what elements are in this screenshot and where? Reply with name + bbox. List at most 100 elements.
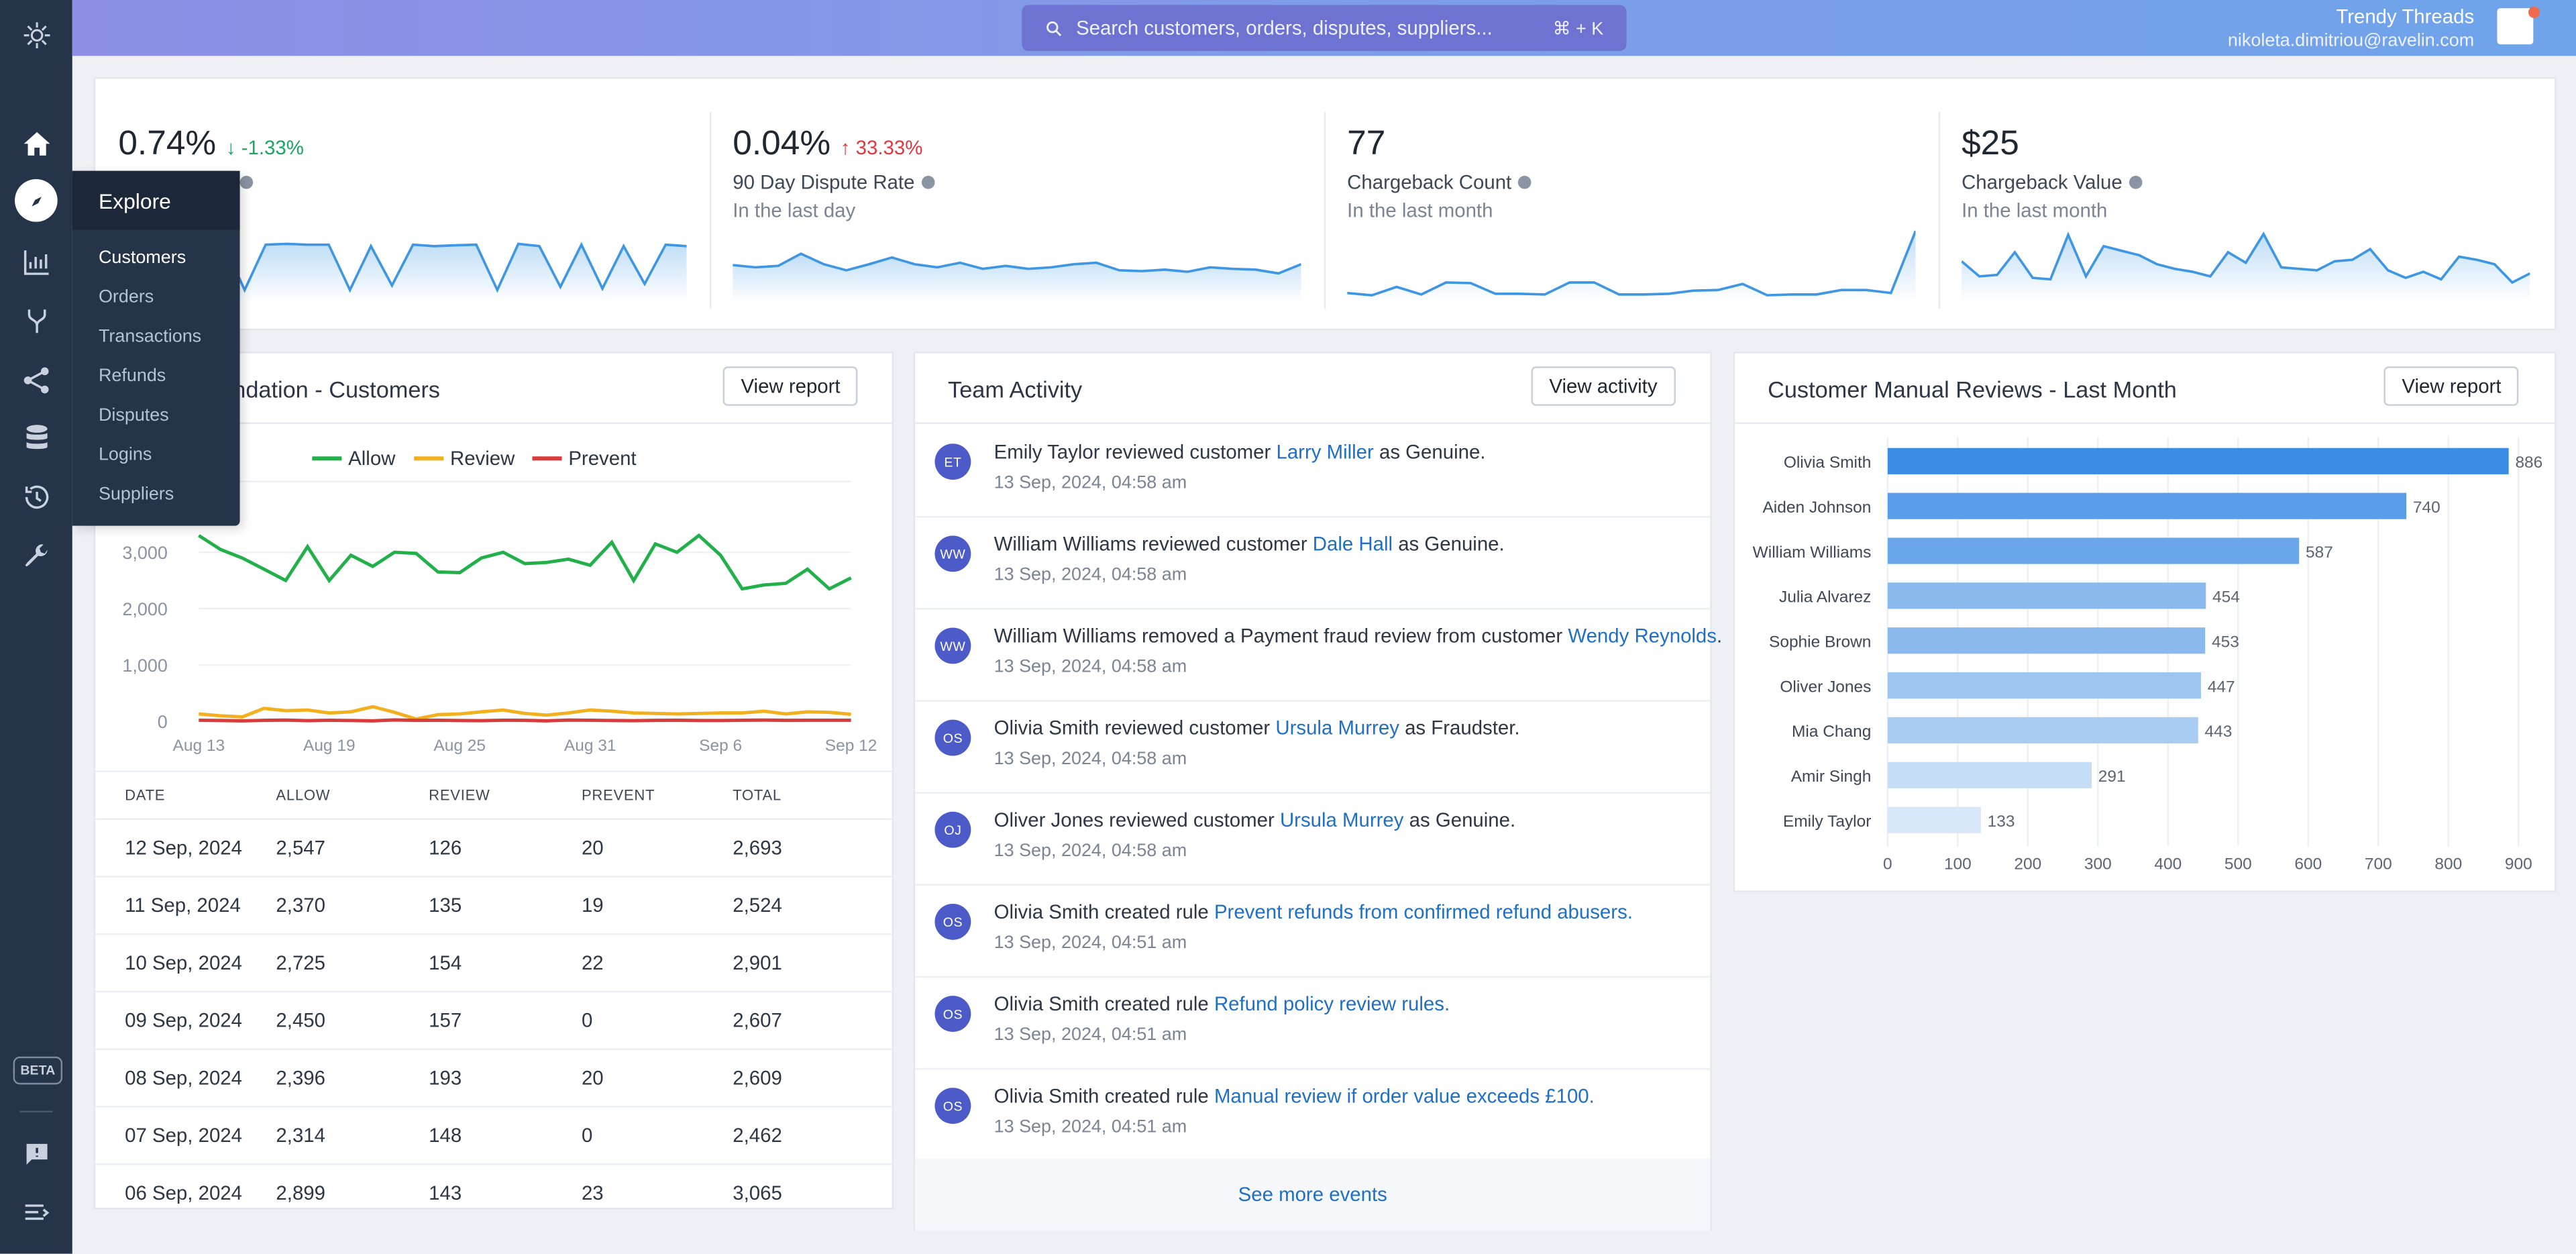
logo-icon[interactable] [16, 15, 56, 54]
see-more-events-link[interactable]: See more events [915, 1158, 1711, 1231]
bar[interactable] [1887, 627, 2206, 654]
kpi-label: 90 Day Dispute Rate [733, 171, 934, 194]
activity-timestamp: 13 Sep, 2024, 04:58 am [994, 473, 1187, 493]
kpi-value: 0.04% ↑ 33.33% [733, 125, 922, 164]
explore-item-logins[interactable]: Logins [98, 445, 152, 466]
y-tick-label: 2,000 [122, 599, 167, 619]
search-shortcut: ⌘ + K [1552, 19, 1604, 39]
kpi-value: $25 [1962, 125, 2019, 164]
wrench-icon[interactable] [16, 535, 56, 575]
explore-item-orders[interactable]: Orders [98, 287, 154, 307]
legend-item-allow[interactable]: Allow [312, 448, 396, 470]
bar[interactable] [1887, 492, 2407, 519]
bar[interactable] [1887, 537, 2300, 564]
activity-item: ET Emily Taylor reviewed customer Larry M… [915, 424, 1711, 518]
column-header[interactable]: PREVENT [581, 787, 655, 804]
activity-text: William Williams removed a Payment fraud… [994, 625, 1723, 647]
bar-value-label: 587 [2306, 543, 2333, 562]
table-row[interactable]: 12 Sep, 2024 2,547 126 20 2,693 [95, 818, 892, 876]
explore-item-disputes[interactable]: Disputes [98, 405, 169, 426]
activity-link[interactable]: Ursula Murrey [1275, 716, 1399, 740]
activity-link[interactable]: Prevent refunds from confirmed refund ab… [1214, 900, 1633, 924]
table-cell: 2,314 [276, 1124, 325, 1147]
bar-category-label: Mia Chang [1792, 723, 1871, 741]
view-report-button[interactable]: View report [722, 366, 859, 406]
history-icon[interactable] [16, 476, 56, 516]
table-row[interactable]: 10 Sep, 2024 2,725 154 22 2,901 [95, 933, 892, 991]
activity-text-prefix: Olivia Smith created rule [994, 992, 1214, 1016]
kpi-value-text: $25 [1962, 125, 2019, 163]
column-header[interactable]: REVIEW [429, 787, 490, 804]
arrow-down-icon: ↓ [225, 136, 241, 160]
table-cell: 2,607 [733, 1008, 782, 1032]
column-header[interactable]: ALLOW [276, 787, 331, 804]
info-icon[interactable] [239, 175, 254, 189]
table-cell: 2,396 [276, 1066, 325, 1090]
branch-icon[interactable] [16, 301, 56, 340]
activity-text-suffix: as Genuine. [1393, 532, 1505, 556]
series-line-review [199, 704, 851, 721]
x-tick-label: 900 [2505, 855, 2532, 874]
info-icon[interactable] [1518, 175, 1532, 189]
info-icon[interactable] [2129, 175, 2143, 189]
kpi-value: 0.74% ↓ -1.33% [118, 125, 304, 164]
sparkline-area [1962, 233, 2530, 303]
view-activity-button[interactable]: View activity [1531, 366, 1676, 406]
feedback-icon[interactable] [16, 1134, 56, 1173]
table-row[interactable]: 09 Sep, 2024 2,450 157 0 2,607 [95, 990, 892, 1049]
activity-link[interactable]: Refund policy review rules. [1214, 992, 1450, 1016]
bar[interactable] [1887, 672, 2201, 699]
bar[interactable] [1887, 806, 1981, 833]
bar[interactable] [1887, 582, 2206, 609]
legend-label: Allow [348, 448, 396, 470]
activity-link[interactable]: Manual review if order value exceeds £10… [1214, 1084, 1595, 1108]
home-icon[interactable] [16, 123, 56, 163]
table-cell: 0 [581, 1124, 593, 1147]
activity-link[interactable]: Ursula Murrey [1279, 808, 1404, 832]
legend-item-review[interactable]: Review [414, 448, 515, 470]
bar-chart-icon[interactable] [16, 242, 56, 281]
legend-item-prevent[interactable]: Prevent [532, 448, 637, 470]
activity-link[interactable]: Dale Hall [1312, 532, 1393, 556]
org-logo[interactable] [2497, 8, 2534, 45]
bar[interactable] [1887, 717, 2198, 744]
sidebar: BETA [0, 0, 72, 1254]
share-icon[interactable] [16, 360, 56, 399]
database-icon[interactable] [16, 417, 56, 457]
bar-category-label: Amir Singh [1791, 768, 1872, 786]
info-icon[interactable] [921, 175, 934, 189]
org-name: Trendy Threads [2336, 5, 2475, 28]
explore-item-transactions[interactable]: Transactions [98, 327, 202, 347]
table-row[interactable]: 07 Sep, 2024 2,314 148 0 2,462 [95, 1106, 892, 1163]
table-row[interactable]: 11 Sep, 2024 2,370 135 19 2,524 [95, 876, 892, 933]
collapse-icon[interactable] [16, 1193, 56, 1233]
search-input[interactable]: Search customers, orders, disputes, supp… [1022, 5, 1627, 51]
compass-icon[interactable] [15, 178, 58, 222]
activity-text: Olivia Smith created rule Refund policy … [994, 992, 1450, 1015]
y-tick-label: 0 [158, 712, 168, 732]
column-header[interactable]: TOTAL [733, 787, 782, 804]
x-tick-label: 0 [1883, 855, 1892, 874]
explore-item-customers[interactable]: Customers [98, 248, 186, 268]
org-switcher[interactable]: Trendy Threads nikoleta.dimitriou@raveli… [2228, 5, 2474, 51]
activity-link[interactable]: Larry Miller [1276, 440, 1374, 464]
x-tick-label: Sep 6 [699, 737, 742, 755]
x-tick-label: Aug 31 [564, 737, 616, 755]
explore-item-suppliers[interactable]: Suppliers [98, 484, 174, 505]
table-header-row: DATE ALLOW REVIEW PREVENT TOTAL [95, 770, 892, 819]
table-cell: 23 [581, 1181, 604, 1205]
table-row[interactable]: 06 Sep, 2024 2,899 143 23 3,065 [95, 1163, 892, 1208]
avatar: OS [934, 719, 971, 756]
bar-category-label: Oliver Jones [1780, 678, 1871, 696]
view-report-button[interactable]: View report [2383, 366, 2520, 406]
kpi-delta: ↓ -1.33% [226, 136, 304, 159]
explore-item-refunds[interactable]: Refunds [98, 366, 166, 386]
bar[interactable] [1887, 762, 2092, 788]
table-row[interactable]: 08 Sep, 2024 2,396 193 20 2,609 [95, 1048, 892, 1106]
activity-text-prefix: Oliver Jones reviewed customer [994, 808, 1280, 832]
column-header[interactable]: DATE [125, 787, 166, 804]
activity-link[interactable]: Wendy Reynolds [1568, 624, 1717, 647]
bar-value-label: 291 [2098, 768, 2126, 786]
sparkline-area [733, 254, 1301, 303]
bar[interactable] [1887, 448, 2509, 474]
